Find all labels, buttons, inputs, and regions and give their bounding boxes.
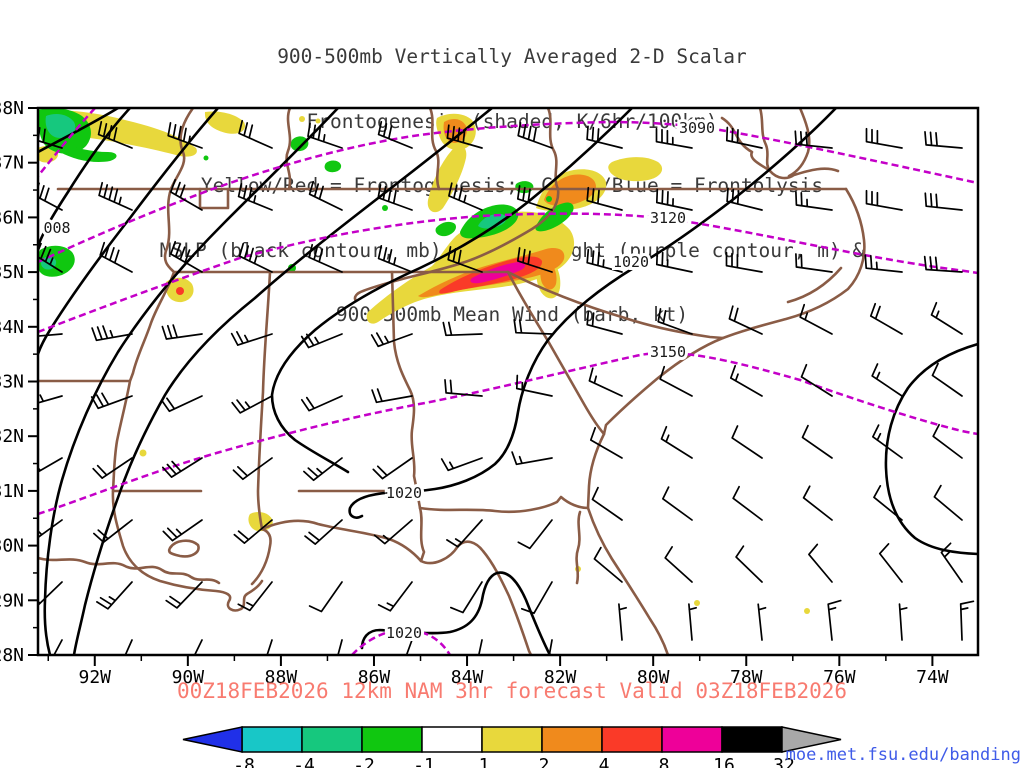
colorbar-segment	[421, 726, 483, 753]
colorbar-segment	[541, 726, 603, 753]
colorbar-tick-label: -8	[233, 755, 255, 768]
state-borders-layer	[38, 108, 866, 655]
contour-label: 3120	[650, 209, 686, 227]
contour-label: 1020	[386, 624, 422, 642]
frontogenesis-shading-layer	[38, 108, 810, 614]
colorbar-right-arrow	[781, 726, 842, 753]
contour-label: 008	[43, 219, 70, 237]
lon-tick-label: 74W	[916, 667, 949, 688]
lon-tick-label: 88W	[265, 667, 298, 688]
colorbar-left-arrow	[182, 726, 243, 753]
wind-barbs-layer	[38, 119, 975, 655]
height-contour-layer	[38, 108, 978, 655]
colorbar-tick-label: -1	[413, 755, 435, 768]
lon-tick-label: 92W	[79, 667, 112, 688]
lat-tick-label: 38N	[0, 98, 24, 119]
colorbar-segment	[301, 726, 363, 753]
lon-tick-label: 78W	[730, 667, 763, 688]
colorbar-segment	[481, 726, 543, 753]
contour-label: 1020	[386, 484, 422, 502]
lat-tick-label: 32N	[0, 426, 24, 447]
title-line-5: 900-500mb Mean Wind (barb, kt)	[335, 303, 689, 326]
lat-tick-label: 36N	[0, 207, 24, 228]
lat-tick-label: 35N	[0, 262, 24, 283]
colorbar-tick-label: 16	[713, 755, 735, 768]
lon-tick-label: 76W	[823, 667, 856, 688]
colorbar-tick-label: -4	[293, 755, 315, 768]
contour-label: 1020	[613, 253, 649, 271]
lon-tick-label: 86W	[358, 667, 391, 688]
axes-layer: 38N 37N 36N 35N 34N 33N 32N 31N 30N 29N 28N 92W 90W 8…	[0, 98, 980, 688]
lon-tick-label: 84W	[451, 667, 484, 688]
colorbar-tick-label: 32	[773, 755, 795, 768]
contour-labels-layer: 008 1020 1020 1020 3090 3120 3150	[40, 116, 718, 645]
forecast-valid-text: 00Z18FEB2026 12km NAM 3hr forecast Valid…	[176, 679, 848, 703]
colorbar-tick-label: 2	[539, 755, 550, 768]
colorbar-tick-label: 8	[659, 755, 670, 768]
title-line-1: 900-500mb Vertically Averaged 2-D Scalar	[277, 45, 747, 68]
contour-label: 3150	[650, 343, 686, 361]
lat-tick-label: 33N	[0, 372, 24, 393]
colorbar-tick-label: 1	[479, 755, 490, 768]
colorbar-tick-label: 4	[599, 755, 610, 768]
lon-tick-label: 90W	[172, 667, 205, 688]
colorbar-segment	[661, 726, 723, 753]
map-area: 008 1020 1020 1020 3090 3120 3150	[38, 108, 978, 655]
lat-tick-label: 34N	[0, 317, 24, 338]
lat-tick-label: 37N	[0, 153, 24, 174]
lon-tick-label: 82W	[544, 667, 577, 688]
contour-label: 3090	[679, 119, 715, 137]
mslp-contour-layer	[38, 108, 978, 655]
colorbar-segment	[721, 726, 783, 753]
colorbar-segment	[601, 726, 663, 753]
lat-tick-label: 31N	[0, 481, 24, 502]
lon-tick-label: 80W	[637, 667, 670, 688]
colorbar-tick-label: -2	[353, 755, 375, 768]
colorbar-segment	[361, 726, 423, 753]
colorbar: -8 -4 -2 -1 1 2 4 8 16 32	[182, 726, 842, 768]
credit-link[interactable]: moe.met.fsu.edu/banding	[785, 745, 1021, 765]
lat-tick-label: 29N	[0, 590, 24, 611]
lat-tick-label: 28N	[0, 645, 24, 666]
colorbar-segment	[241, 726, 303, 753]
lat-tick-label: 30N	[0, 536, 24, 557]
